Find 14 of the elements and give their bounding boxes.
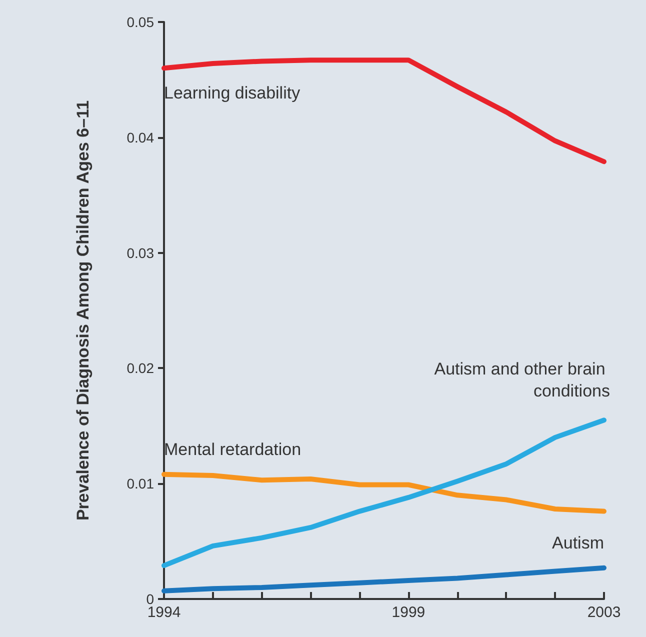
y-tick-label: 0.02	[126, 360, 154, 376]
y-tick-label: 0.03	[126, 244, 154, 261]
y-tick-label: 0.04	[126, 129, 154, 146]
x-tick-label: 1994	[147, 604, 181, 621]
x-tick-label: 2003	[587, 604, 621, 621]
series-label: Mental retardation	[164, 440, 302, 459]
series-label: Autism	[552, 533, 604, 552]
y-tick-label: 0.01	[126, 476, 154, 492]
y-tick-label: 0.05	[126, 14, 154, 30]
y-tick-label: 0	[146, 591, 154, 607]
y-axis-title: Prevalence of Diagnosis Among Children Ages 6–11	[74, 100, 92, 521]
x-tick-label: 1999	[392, 604, 426, 621]
series-label: Autism and other brain conditions	[434, 360, 610, 401]
series-label: Learning disability	[164, 84, 301, 103]
